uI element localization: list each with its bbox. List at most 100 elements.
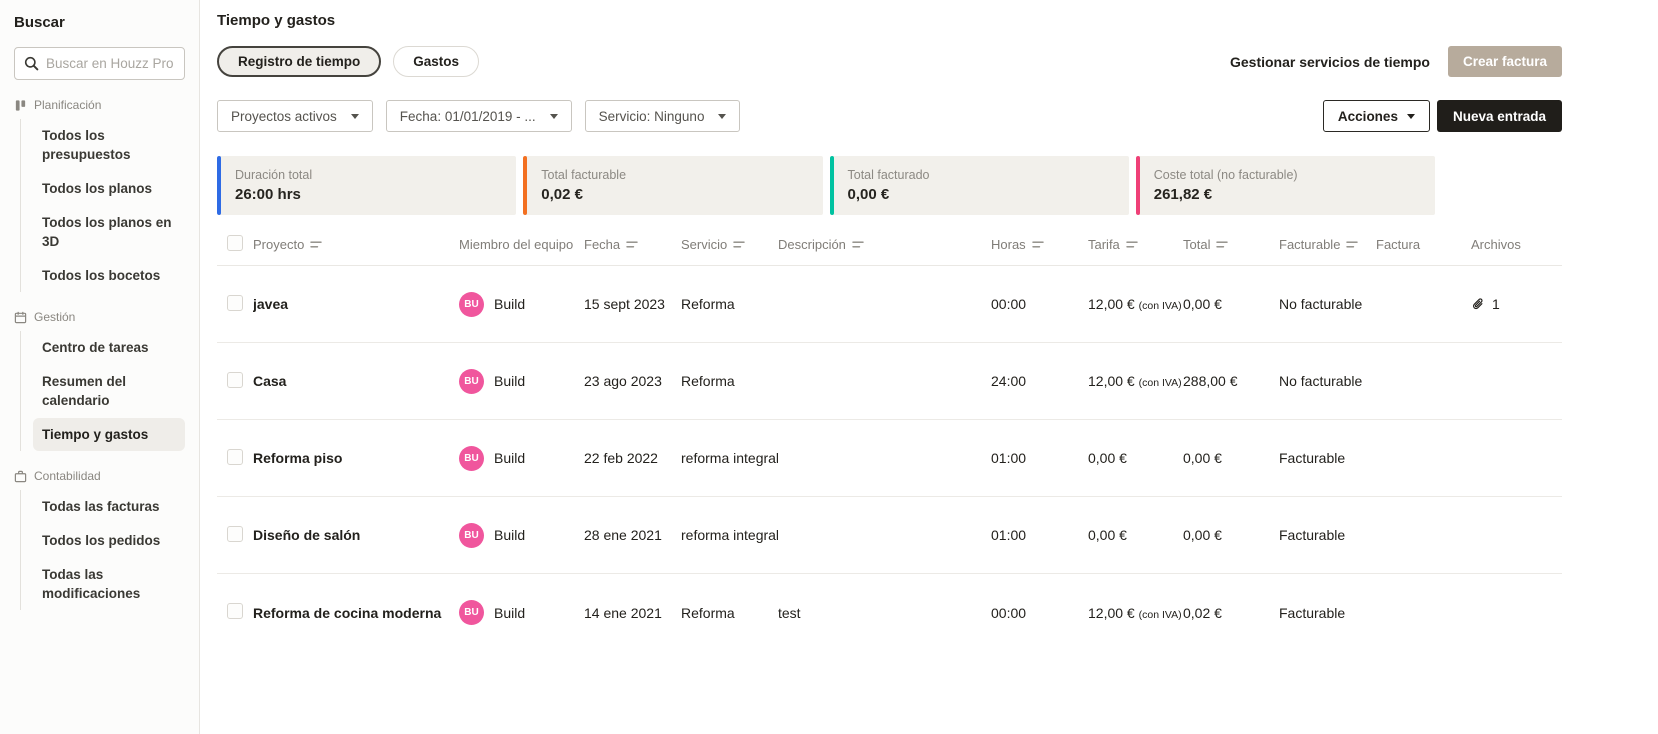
total-cell: 0,00 € xyxy=(1183,450,1222,466)
accent-bar xyxy=(1135,156,1140,215)
tab-gastos[interactable]: Gastos xyxy=(393,46,480,77)
search-icon xyxy=(24,56,39,71)
create-invoice-button[interactable]: Crear factura xyxy=(1447,46,1562,77)
hours-cell: 24:00 xyxy=(991,373,1027,389)
project-cell[interactable]: Reforma piso xyxy=(253,450,343,466)
rate-note: (con IVA) xyxy=(1138,377,1182,389)
project-cell[interactable]: javea xyxy=(253,296,289,312)
sidebar-item-tiempo-y-gastos[interactable]: Tiempo y gastos xyxy=(33,418,185,451)
column-header-facturable[interactable]: Facturable xyxy=(1279,237,1376,252)
summary-cards: Duración total 26:00 hrs Total facturabl… xyxy=(217,156,1435,215)
sidebar-item-bocetos[interactable]: Todos los bocetos xyxy=(42,268,161,283)
rate-value: 12,00 € xyxy=(1088,604,1135,621)
service-cell: Reforma xyxy=(681,604,735,621)
member-cell: BU Build xyxy=(459,522,584,548)
card-value: 261,82 € xyxy=(1153,186,1213,203)
card-label: Duración total xyxy=(235,168,313,182)
summary-card-billable: Total facturable 0,02 € xyxy=(523,156,823,215)
actions-button-label: Acciones xyxy=(1337,108,1398,124)
card-value: 26:00 hrs xyxy=(235,186,301,203)
select-all-checkbox[interactable] xyxy=(227,235,243,251)
manage-time-services-link[interactable]: Gestionar servicios de tiempo xyxy=(1229,53,1430,70)
sidebar-item-planos[interactable]: Todos los planos xyxy=(42,181,153,196)
column-header-factura: Factura xyxy=(1376,237,1471,252)
member-name: Build xyxy=(494,296,526,312)
member-cell: BU Build xyxy=(459,600,584,625)
rate-value: 0,00 € xyxy=(1088,527,1127,543)
member-cell: BU Build xyxy=(459,291,584,317)
row-checkbox[interactable] xyxy=(227,448,243,465)
search-box[interactable] xyxy=(14,47,185,80)
tab-registro-de-tiempo[interactable]: Registro de tiempo xyxy=(217,46,382,77)
column-label: Total xyxy=(1183,237,1211,252)
column-header-descripcion[interactable]: Descripción xyxy=(778,237,991,252)
column-label: Factura xyxy=(1376,237,1421,252)
sidebar-item-presupuestos[interactable]: Todos los presupuestos xyxy=(42,128,131,162)
row-checkbox[interactable] xyxy=(227,603,243,619)
rate-value: 12,00 € xyxy=(1088,373,1135,389)
row-checkbox[interactable] xyxy=(227,371,243,388)
sidebar-section-planificacion: Planificación xyxy=(14,98,185,112)
billable-cell: Facturable xyxy=(1279,527,1346,543)
column-header-tarifa[interactable]: Tarifa xyxy=(1088,237,1183,252)
project-cell[interactable]: Reforma de cocina moderna xyxy=(253,604,442,621)
hours-cell: 01:00 xyxy=(991,450,1027,466)
project-cell[interactable]: Casa xyxy=(253,373,287,389)
planning-icon xyxy=(14,99,27,112)
new-entry-button[interactable]: Nueva entrada xyxy=(1436,100,1562,132)
total-cell: 0,02 € xyxy=(1183,604,1222,621)
card-label: Total facturable xyxy=(541,168,627,182)
filter-service[interactable]: Servicio: Ninguno xyxy=(584,100,741,132)
sidebar-item-modificaciones[interactable]: Todas las modificaciones xyxy=(42,567,141,601)
row-checkbox[interactable] xyxy=(227,294,243,311)
rate-note: (con IVA) xyxy=(1138,300,1182,312)
member-cell: BU Build xyxy=(459,445,584,471)
sidebar-item-resumen-calendario[interactable]: Resumen del calendario xyxy=(42,374,127,408)
table-body: javea BU Build 15 sept 2023 Reforma 00:0… xyxy=(217,266,1562,651)
sidebar-section-label: Gestión xyxy=(34,310,76,324)
row-checkbox[interactable] xyxy=(227,525,243,542)
sort-icon xyxy=(1031,241,1044,248)
calendar-icon xyxy=(14,311,27,324)
total-cell: 0,00 € xyxy=(1183,296,1222,312)
rate-cell: 0,00 € xyxy=(1088,450,1183,466)
avatar: BU xyxy=(459,445,484,471)
main-content: Tiempo y gastos Registro de tiempo Gasto… xyxy=(200,0,1658,734)
column-header-miembro: Miembro del equipo xyxy=(459,237,584,252)
sort-icon xyxy=(852,241,864,248)
column-header-proyecto[interactable]: Proyecto xyxy=(253,237,459,252)
table-row: Reforma de cocina moderna BU Build 14 en… xyxy=(217,574,1562,651)
page-title: Tiempo y gastos xyxy=(217,12,336,29)
column-header-total[interactable]: Total xyxy=(1183,237,1279,252)
column-label: Proyecto xyxy=(253,237,305,252)
column-header-fecha[interactable]: Fecha xyxy=(584,237,681,252)
avatar: BU xyxy=(459,368,484,394)
sidebar-item-facturas[interactable]: Todas las facturas xyxy=(42,499,160,514)
date-cell: 14 ene 2021 xyxy=(584,604,662,621)
service-cell: Reforma xyxy=(681,373,735,389)
sidebar-item-centro-de-tareas[interactable]: Centro de tareas xyxy=(42,340,149,355)
date-cell: 22 feb 2022 xyxy=(584,450,658,466)
summary-card-billed: Total facturado 0,00 € xyxy=(829,156,1129,215)
search-input[interactable] xyxy=(46,56,175,71)
files-cell[interactable]: 1 xyxy=(1471,296,1562,312)
chevron-down-icon xyxy=(1406,113,1415,119)
sort-icon xyxy=(626,241,638,248)
card-label: Total facturado xyxy=(847,168,930,182)
filter-projects[interactable]: Proyectos activos xyxy=(217,100,373,132)
rate-value: 12,00 € xyxy=(1088,296,1135,312)
service-cell: Reforma xyxy=(681,296,735,312)
tab-group: Registro de tiempo Gastos xyxy=(217,46,480,77)
column-header-servicio[interactable]: Servicio xyxy=(681,237,778,252)
sidebar-group-planificacion: Todos los presupuestos Todos los planos … xyxy=(20,119,185,292)
filter-date[interactable]: Fecha: 01/01/2019 - ... xyxy=(385,100,572,132)
accent-bar xyxy=(523,156,528,215)
project-cell[interactable]: Diseño de salón xyxy=(253,527,361,543)
sidebar-item-pedidos[interactable]: Todos los pedidos xyxy=(42,533,161,548)
sidebar-item-planos-3d[interactable]: Todos los planos en 3D xyxy=(42,215,172,249)
actions-button[interactable]: Acciones xyxy=(1322,100,1430,132)
date-cell: 28 ene 2021 xyxy=(584,527,662,543)
total-cell: 288,00 € xyxy=(1183,373,1238,389)
table-header: Proyecto Miembro del equipo Fecha Servic… xyxy=(217,235,1562,266)
column-header-horas[interactable]: Horas xyxy=(991,237,1088,252)
